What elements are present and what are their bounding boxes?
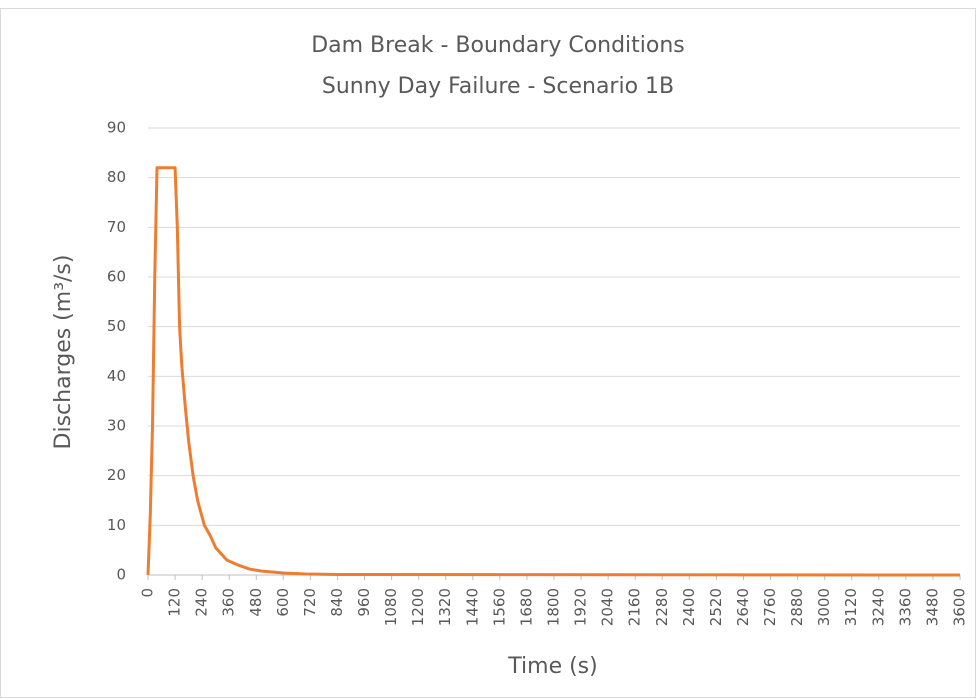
x-tick-label: 1440 xyxy=(463,588,481,626)
x-tick-label: 1920 xyxy=(572,588,590,626)
x-tick-label: 1200 xyxy=(409,588,427,626)
x-tick-label: 2280 xyxy=(653,588,671,626)
chart-subtitle: Sunny Day Failure - Scenario 1B xyxy=(322,74,674,99)
y-tick-label: 30 xyxy=(107,417,126,435)
x-tick-label: 480 xyxy=(247,588,265,617)
x-tick-label: 1320 xyxy=(436,588,454,626)
y-tick-label: 40 xyxy=(107,367,126,385)
y-tick-label: 10 xyxy=(107,516,126,534)
y-tick-label: 60 xyxy=(107,268,126,286)
x-tick-label: 840 xyxy=(328,588,346,617)
x-tick-label: 360 xyxy=(220,588,238,617)
y-tick-label: 0 xyxy=(116,566,126,584)
x-tick-label: 2880 xyxy=(788,588,806,626)
x-tick-label: 2040 xyxy=(599,588,617,626)
x-tick-label: 1080 xyxy=(382,588,400,626)
x-tick-label: 3240 xyxy=(869,588,887,626)
x-tick-label: 720 xyxy=(301,588,319,617)
x-tick-label: 3480 xyxy=(923,588,941,626)
x-tick-label: 2640 xyxy=(734,588,752,626)
x-tick-label: 1680 xyxy=(517,588,535,626)
x-tick-label: 2160 xyxy=(626,588,644,626)
y-tick-label: 70 xyxy=(107,218,126,236)
data-line xyxy=(146,166,961,577)
chart-title: Dam Break - Boundary Conditions xyxy=(311,33,685,58)
x-tick-label: 1800 xyxy=(545,588,563,626)
y-tick-label: 50 xyxy=(107,317,126,335)
x-tick-label: 3120 xyxy=(842,588,860,626)
x-tick-label: 1560 xyxy=(490,588,508,626)
x-tick-label: 2400 xyxy=(680,588,698,626)
y-tick-label: 20 xyxy=(107,466,126,484)
x-tick-label: 240 xyxy=(193,588,211,617)
x-tick-label: 2760 xyxy=(761,588,779,626)
x-axis-label: Time (s) xyxy=(507,654,597,679)
x-tick-label: 120 xyxy=(166,588,184,617)
x-tick-label: 3600 xyxy=(951,588,969,626)
y-axis-label: Discharges (m³/s) xyxy=(51,255,76,450)
y-tick-label: 90 xyxy=(107,119,126,137)
x-tick-label: 960 xyxy=(355,588,373,617)
x-tick-label: 3360 xyxy=(896,588,914,626)
x-tick-label: 3000 xyxy=(815,588,833,626)
x-tick-label: 2520 xyxy=(707,588,725,626)
y-tick-label: 80 xyxy=(107,168,126,186)
x-tick-label: 0 xyxy=(139,588,157,598)
x-tick-label: 600 xyxy=(274,588,292,617)
chart-frame xyxy=(0,8,976,698)
